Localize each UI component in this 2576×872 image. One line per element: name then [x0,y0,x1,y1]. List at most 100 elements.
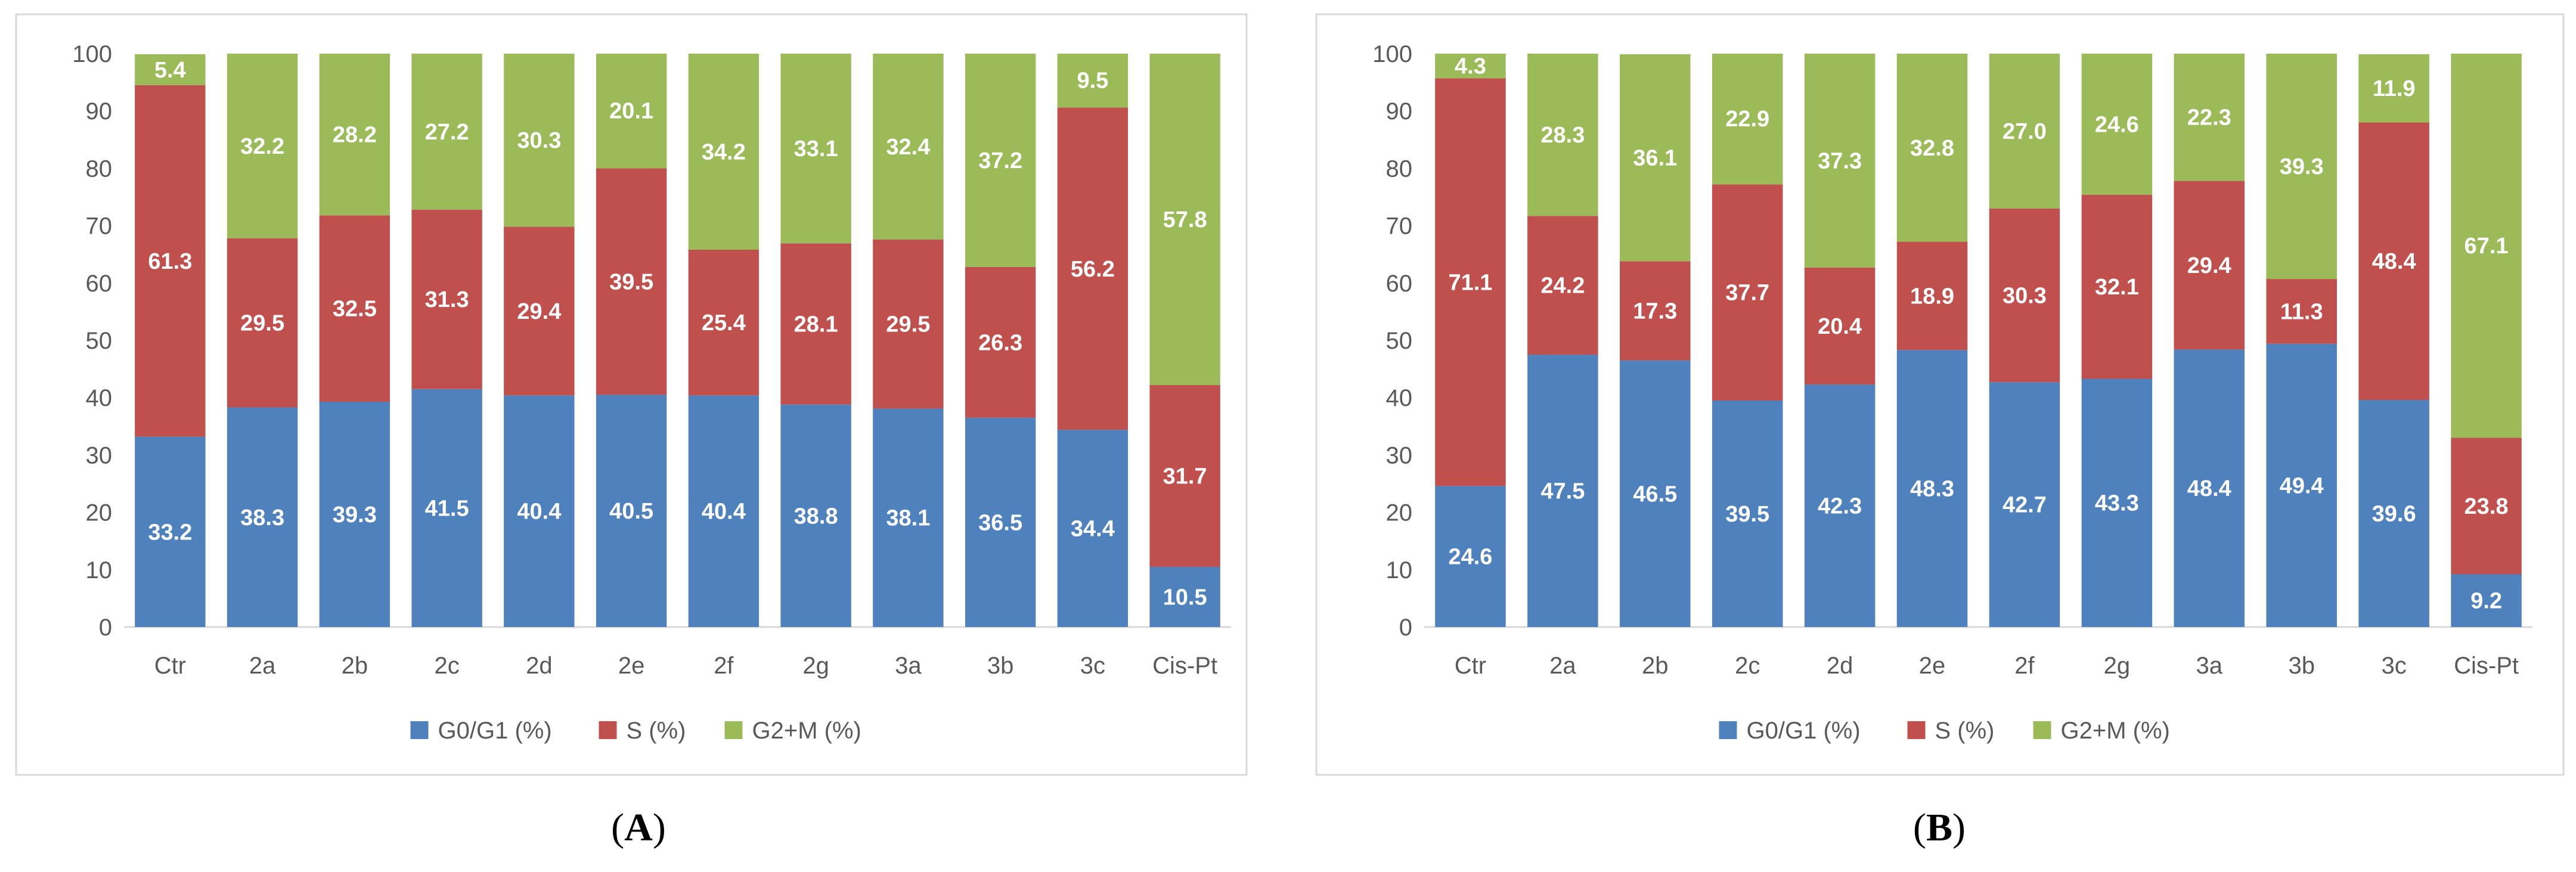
data-label: 9.5 [1077,69,1108,94]
data-label: 32.2 [240,134,284,159]
bar-segment [1527,355,1598,627]
bar-segment [1804,54,1876,268]
bar-segment [504,226,575,396]
data-label: 32.8 [1910,136,1954,161]
y-tick-label: 100 [72,41,112,67]
x-tick-label: 2a [249,653,276,679]
legend: G0/G1 (%) S (%) G2+M (%) [1719,718,2170,744]
bar-segment [1896,54,1968,242]
x-tick-label: 2a [1549,653,1576,679]
bar-segment [2451,437,2522,575]
data-label: 29.5 [886,312,930,337]
data-label: 34.4 [1071,517,1115,542]
bar-segment [319,215,390,402]
bar-segment [1804,267,1876,385]
legend-swatch [1907,721,1926,739]
bar-segment [2266,343,2337,627]
data-label: 29.4 [2187,253,2231,278]
data-label: 41.5 [425,496,469,521]
bar-segment [319,401,390,627]
legend-entry: G0/G1 (%) [1747,718,1861,744]
legend-entry: S (%) [1935,718,1995,744]
data-label: 32.4 [886,135,930,160]
bar-segment [1435,486,1506,627]
data-label: 40.4 [517,499,561,525]
y-tick-label: 70 [1386,213,1413,240]
y-tick-label: 50 [86,328,113,354]
bar-segment [1989,208,2060,383]
legend-swatch [410,721,429,739]
bar-segment [965,54,1036,267]
data-label: 38.3 [240,505,284,530]
data-label: 33.1 [794,136,838,162]
y-tick-label: 20 [86,500,113,526]
y-tick-label: 30 [1386,442,1413,468]
y-tick-label: 70 [86,213,113,240]
bar-segment [319,54,390,216]
bar-segment [1989,54,2060,209]
data-label: 38.1 [886,506,930,531]
data-label: 33.2 [148,520,192,545]
x-tick-label: 2b [1642,653,1669,679]
legend-entry: G0/G1 (%) [438,718,552,744]
bar-segment [2358,122,2429,401]
legend-swatch [2033,721,2051,739]
x-tick-label: 2e [618,653,645,679]
data-label: 42.7 [2002,493,2047,518]
data-label: 42.3 [1818,494,1862,519]
bar-segment [2358,400,2429,627]
data-label: 28.3 [1540,123,1585,148]
y-tick-label: 100 [1372,41,1412,67]
y-tick-label: 90 [1386,98,1413,125]
x-tick-label: 2d [526,653,553,679]
bar-segment [1527,54,1598,216]
chart-panel-a: 0 10 20 30 40 50 60 70 80 90 100 33.2 61.3 5.4 Ctr 38.3… [15,13,1248,776]
bar-segment [1620,261,1691,361]
data-label: 39.6 [2372,502,2416,527]
data-label: 30.3 [2002,283,2047,308]
bar-segment [2174,54,2245,181]
y-tick-label: 30 [86,442,113,468]
data-label: 43.3 [2095,491,2139,516]
bar-segment [2358,54,2429,123]
bar-segment [688,54,760,250]
data-label: 32.5 [333,297,377,322]
x-tick-label: 2e [1919,653,1946,679]
bar-segment [227,407,298,627]
bar-segment [873,239,944,409]
data-label: 25.4 [702,311,746,336]
data-label: 39.3 [2280,154,2324,179]
y-tick-label: 40 [1386,385,1413,411]
bar-segment [1149,566,1220,627]
bar-segment [1989,382,2060,627]
x-tick-label: Cis-Pt [1152,653,1217,679]
bar-segment [2081,194,2153,379]
bar-segment [1620,54,1691,262]
data-label: 28.1 [794,312,838,337]
bar-segment [596,54,667,169]
legend-swatch [599,721,617,739]
data-label: 24.6 [2095,112,2139,137]
data-label: 46.5 [1633,482,1677,507]
bar-segment [780,243,851,405]
bar-segment [504,54,575,227]
y-tick-label: 60 [86,271,113,297]
bar-segment [2174,181,2245,350]
bar-segment [1620,360,1691,627]
bar-segment [411,389,482,627]
data-label: 5.4 [154,58,186,83]
x-tick-label: 3a [895,653,922,679]
bar-segment [1057,430,1129,627]
bar-segment [780,404,851,627]
x-tick-label: 2c [1735,653,1760,679]
y-tick-label: 0 [99,615,112,641]
data-label: 37.7 [1725,281,1769,306]
x-tick-label: 2c [435,653,460,679]
legend-swatch [1719,721,1737,739]
data-label: 31.7 [1163,464,1207,489]
legend-entry: G2+M (%) [2061,718,2170,744]
x-tick-label: 2g [2104,653,2131,679]
x-tick-label: 2g [802,653,829,679]
data-label: 34.2 [702,140,746,165]
data-label: 30.3 [517,128,561,153]
